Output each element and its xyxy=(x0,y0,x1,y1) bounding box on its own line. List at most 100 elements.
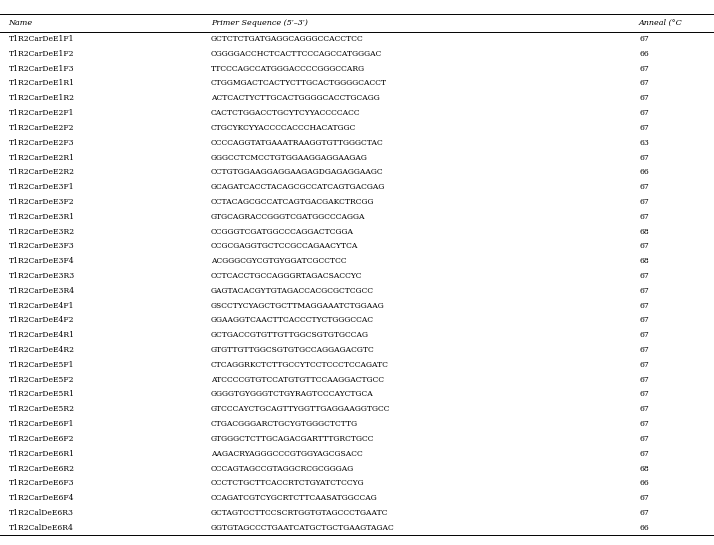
Text: T1R2CarDeE1R2: T1R2CarDeE1R2 xyxy=(9,94,74,102)
Text: 67: 67 xyxy=(639,272,649,280)
Text: T1R2CarDeE5R2: T1R2CarDeE5R2 xyxy=(9,405,74,413)
Text: CCAGATCGTCYGCRTCTTCAASATGGCCAG: CCAGATCGTCYGCRTCTTCAASATGGCCAG xyxy=(211,494,378,502)
Text: 67: 67 xyxy=(639,80,649,87)
Text: T1R2CarDeE3F3: T1R2CarDeE3F3 xyxy=(9,243,74,250)
Text: 67: 67 xyxy=(639,65,649,72)
Text: T1R2CarDeE2F1: T1R2CarDeE2F1 xyxy=(9,109,74,117)
Text: CGGGGACCHCTCACTTCCCAGCCATGGGAC: CGGGGACCHCTCACTTCCCAGCCATGGGAC xyxy=(211,50,382,58)
Text: CTGACGGGARCTGCYGTGGGCTCTTG: CTGACGGGARCTGCYGTGGGCTCTTG xyxy=(211,420,358,428)
Text: 63: 63 xyxy=(639,138,649,147)
Text: Primer Sequence (5′–3′): Primer Sequence (5′–3′) xyxy=(211,19,308,27)
Text: T1R2CarDeE6F2: T1R2CarDeE6F2 xyxy=(9,435,74,443)
Text: GTGTTGTTGGCSGTGTGCCAGGAGACGTC: GTGTTGTTGGCSGTGTGCCAGGAGACGTC xyxy=(211,346,374,354)
Text: T1R2CarDeE3R3: T1R2CarDeE3R3 xyxy=(9,272,75,280)
Text: T1R2CarDeE3R4: T1R2CarDeE3R4 xyxy=(9,287,75,295)
Text: 67: 67 xyxy=(639,35,649,43)
Text: T1R2CarDeE2F3: T1R2CarDeE2F3 xyxy=(9,138,74,147)
Text: 67: 67 xyxy=(639,198,649,206)
Text: T1R2CarDeE3F1: T1R2CarDeE3F1 xyxy=(9,183,74,191)
Text: 67: 67 xyxy=(639,287,649,295)
Text: T1R2CarDeE1R1: T1R2CarDeE1R1 xyxy=(9,80,74,87)
Text: CCTGTGGAAGGAGGAAGAGDGAGAGGAAGC: CCTGTGGAAGGAGGAAGAGDGAGAGGAAGC xyxy=(211,168,383,177)
Text: GGGCCTCMCCTGTGGAAGGAGGAAGAG: GGGCCTCMCCTGTGGAAGGAGGAAGAG xyxy=(211,154,368,161)
Text: 67: 67 xyxy=(639,124,649,132)
Text: 66: 66 xyxy=(639,524,649,532)
Text: CCCTCTGCTTCACCRTCTGYATCTCCYG: CCCTCTGCTTCACCRTCTGYATCTCCYG xyxy=(211,480,364,487)
Text: GTGGGCTCTTGCAGACGARTTTGRCTGCC: GTGGGCTCTTGCAGACGARTTTGRCTGCC xyxy=(211,435,374,443)
Text: CTCAGGRKCTCTTGCCYTCCTCCCTCCAGATC: CTCAGGRKCTCTTGCCYTCCTCCCTCCAGATC xyxy=(211,361,388,369)
Text: GCTCTCTGATGAGGCAGGGCCACCTCC: GCTCTCTGATGAGGCAGGGCCACCTCC xyxy=(211,35,363,43)
Text: T1R2CarDeE5R1: T1R2CarDeE5R1 xyxy=(9,390,74,398)
Text: 67: 67 xyxy=(639,94,649,102)
Text: GCTAGTCCTTCCSCRTGGTGTAGCCCTGAATC: GCTAGTCCTTCCSCRTGGTGTAGCCCTGAATC xyxy=(211,509,388,517)
Text: T1R2CarDeE1F1: T1R2CarDeE1F1 xyxy=(9,35,74,43)
Text: CACTCTGGACCTGCYTCYYACCCCACC: CACTCTGGACCTGCYTCYYACCCCACC xyxy=(211,109,361,117)
Text: 67: 67 xyxy=(639,361,649,369)
Text: 67: 67 xyxy=(639,109,649,117)
Text: 67: 67 xyxy=(639,405,649,413)
Text: 67: 67 xyxy=(639,243,649,250)
Text: T1R2CarDeE5F2: T1R2CarDeE5F2 xyxy=(9,376,74,384)
Text: CCCCAGGTATGAAATRAAGGTGTTGGGCTAC: CCCCAGGTATGAAATRAAGGTGTTGGGCTAC xyxy=(211,138,383,147)
Text: CCCAGTAGCCGTAGGCRCGCGGGAG: CCCAGTAGCCGTAGGCRCGCGGGAG xyxy=(211,464,354,473)
Text: 68: 68 xyxy=(639,228,649,235)
Text: GCTGACCGTGTTGTTGGCSGTGTGCCAG: GCTGACCGTGTTGTTGGCSGTGTGCCAG xyxy=(211,331,368,339)
Text: T1R2CarDeE3R2: T1R2CarDeE3R2 xyxy=(9,228,75,235)
Text: 67: 67 xyxy=(639,435,649,443)
Text: T1R2CalDeE6R4: T1R2CalDeE6R4 xyxy=(9,524,74,532)
Text: T1R2CalDeE6R3: T1R2CalDeE6R3 xyxy=(9,509,74,517)
Text: CTGGMGACTCACTYCTTGCACTGGGGCACCT: CTGGMGACTCACTYCTTGCACTGGGGCACCT xyxy=(211,80,387,87)
Text: T1R2CarDeE2R1: T1R2CarDeE2R1 xyxy=(9,154,74,161)
Text: 67: 67 xyxy=(639,450,649,458)
Text: CTGCYKCYYACCCCACCCHACATGGC: CTGCYKCYYACCCCACCCHACATGGC xyxy=(211,124,356,132)
Text: ACGGGCGYCGTGYGGATCGCCTCC: ACGGGCGYCGTGYGGATCGCCTCC xyxy=(211,257,346,265)
Text: T1R2CarDeE4F2: T1R2CarDeE4F2 xyxy=(9,317,74,324)
Text: 67: 67 xyxy=(639,509,649,517)
Text: 67: 67 xyxy=(639,154,649,161)
Text: GGTGTAGCCCTGAATCATGCTGCTGAAGTAGAC: GGTGTAGCCCTGAATCATGCTGCTGAAGTAGAC xyxy=(211,524,394,532)
Text: T1R2CarDeE5F1: T1R2CarDeE5F1 xyxy=(9,361,74,369)
Text: GAGTACACGYTGTAGACCACGCGCTCGCC: GAGTACACGYTGTAGACCACGCGCTCGCC xyxy=(211,287,373,295)
Text: TTCCCAGCCATGGGACCCCGGGCCARG: TTCCCAGCCATGGGACCCCGGGCCARG xyxy=(211,65,365,72)
Text: 66: 66 xyxy=(639,50,649,58)
Text: CCTCACCTGCCAGGGRTAGACSACCYC: CCTCACCTGCCAGGGRTAGACSACCYC xyxy=(211,272,362,280)
Text: 67: 67 xyxy=(639,317,649,324)
Text: T1R2CarDeE6F3: T1R2CarDeE6F3 xyxy=(9,480,74,487)
Text: Anneal (°C: Anneal (°C xyxy=(639,19,683,27)
Text: 67: 67 xyxy=(639,213,649,221)
Text: 68: 68 xyxy=(639,257,649,265)
Text: 67: 67 xyxy=(639,301,649,310)
Text: T1R2CarDeE6R2: T1R2CarDeE6R2 xyxy=(9,464,74,473)
Text: T1R2CarDeE6R1: T1R2CarDeE6R1 xyxy=(9,450,74,458)
Text: T1R2CarDeE3F2: T1R2CarDeE3F2 xyxy=(9,198,74,206)
Text: T1R2CarDeE2F2: T1R2CarDeE2F2 xyxy=(9,124,74,132)
Text: T1R2CarDeE1F3: T1R2CarDeE1F3 xyxy=(9,65,74,72)
Text: 68: 68 xyxy=(639,464,649,473)
Text: ATCCCCGTGTCCATGTGTTCCAAGGACTGCC: ATCCCCGTGTCCATGTGTTCCAAGGACTGCC xyxy=(211,376,383,384)
Text: T1R2CarDeE2R2: T1R2CarDeE2R2 xyxy=(9,168,74,177)
Text: GGGGTGYGGGTCTGYRAGTCCCAYCTGCA: GGGGTGYGGGTCTGYRAGTCCCAYCTGCA xyxy=(211,390,373,398)
Text: 66: 66 xyxy=(639,480,649,487)
Text: CCGCGAGGTGCTCCGCCAGAACYTCA: CCGCGAGGTGCTCCGCCAGAACYTCA xyxy=(211,243,358,250)
Text: GGAAGGTCAACTTCACCCTYCTGGGCCAC: GGAAGGTCAACTTCACCCTYCTGGGCCAC xyxy=(211,317,373,324)
Text: T1R2CarDeE3F4: T1R2CarDeE3F4 xyxy=(9,257,74,265)
Text: GSCCTYCYAGCTGCTTMAGGAAATCTGGAAG: GSCCTYCYAGCTGCTTMAGGAAATCTGGAAG xyxy=(211,301,384,310)
Text: GTCCCAYCTGCAGTTYGGTTGAGGAAGGTGCC: GTCCCAYCTGCAGTTYGGTTGAGGAAGGTGCC xyxy=(211,405,390,413)
Text: 67: 67 xyxy=(639,346,649,354)
Text: T1R2CarDeE4R2: T1R2CarDeE4R2 xyxy=(9,346,74,354)
Text: 67: 67 xyxy=(639,376,649,384)
Text: T1R2CarDeE1F2: T1R2CarDeE1F2 xyxy=(9,50,74,58)
Text: CCTACAGCGCCATCAGTGACGAKCTRCGG: CCTACAGCGCCATCAGTGACGAKCTRCGG xyxy=(211,198,374,206)
Text: 67: 67 xyxy=(639,183,649,191)
Text: T1R2CarDeE4R1: T1R2CarDeE4R1 xyxy=(9,331,74,339)
Text: 67: 67 xyxy=(639,331,649,339)
Text: T1R2CarDeE4F1: T1R2CarDeE4F1 xyxy=(9,301,74,310)
Text: AAGACRYAGGGCCCGTGGYAGCGSACC: AAGACRYAGGGCCCGTGGYAGCGSACC xyxy=(211,450,363,458)
Text: CCGGGTCGATGGCCCAGGACTCGGA: CCGGGTCGATGGCCCAGGACTCGGA xyxy=(211,228,353,235)
Text: T1R2CarDeE6F1: T1R2CarDeE6F1 xyxy=(9,420,74,428)
Text: GCAGATCACCTACAGCGCCATCAGTGACGAG: GCAGATCACCTACAGCGCCATCAGTGACGAG xyxy=(211,183,385,191)
Text: 67: 67 xyxy=(639,420,649,428)
Text: GTGCAGRACCGGGTCGATGGCCCAGGA: GTGCAGRACCGGGTCGATGGCCCAGGA xyxy=(211,213,365,221)
Text: T1R2CarDeE3R1: T1R2CarDeE3R1 xyxy=(9,213,75,221)
Text: 66: 66 xyxy=(639,168,649,177)
